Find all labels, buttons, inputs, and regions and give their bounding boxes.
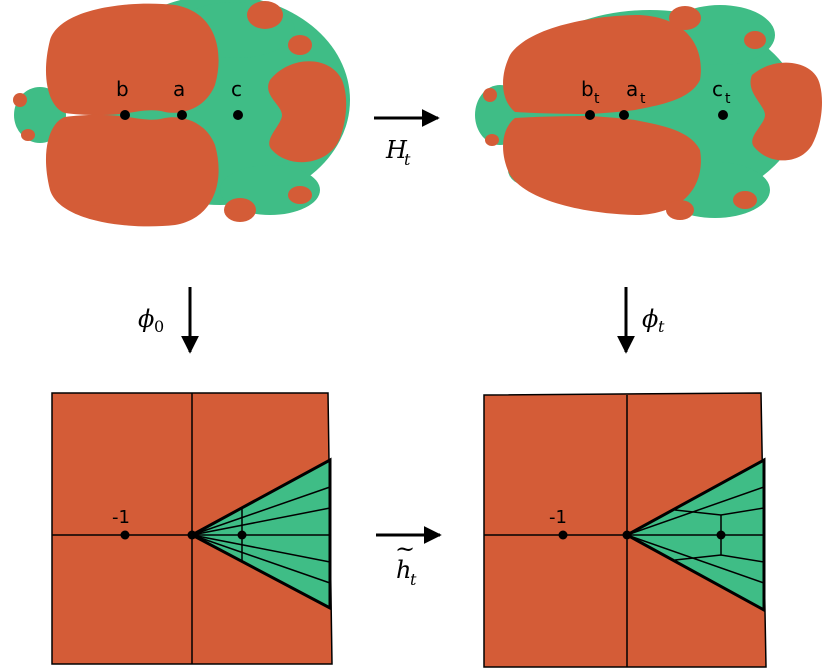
plane-right: -1 bbox=[483, 392, 767, 668]
label-h-sub: t bbox=[410, 570, 417, 589]
julia-right-orange-basin bbox=[483, 6, 823, 220]
julia-set-right: b t a t c t bbox=[475, 5, 823, 220]
label-phit-sub: t bbox=[658, 317, 665, 336]
label-h: h bbox=[396, 556, 411, 584]
label-c: c bbox=[231, 77, 242, 101]
label-a: a bbox=[173, 77, 185, 101]
label-at: a bbox=[626, 77, 638, 101]
label-minus1-left: -1 bbox=[112, 507, 130, 528]
arrow-H-t: H t bbox=[374, 109, 440, 169]
label-h-tilde: ~ bbox=[395, 535, 415, 563]
label-H: H bbox=[385, 136, 408, 164]
plane-left: -1 bbox=[51, 392, 333, 665]
point-b bbox=[120, 110, 130, 120]
point-ct bbox=[718, 110, 728, 120]
julia-set-left: b a c bbox=[13, 0, 350, 227]
point-minus1-right bbox=[558, 530, 568, 540]
label-b: b bbox=[116, 77, 129, 101]
label-phi0: ϕ bbox=[138, 305, 154, 333]
arrow-phi-0: ϕ 0 bbox=[138, 287, 199, 354]
plane-right-orange bbox=[483, 392, 767, 668]
point-c-image-left bbox=[237, 530, 247, 540]
point-c bbox=[233, 110, 243, 120]
point-origin-left bbox=[187, 530, 197, 540]
point-at bbox=[619, 110, 629, 120]
point-origin-right bbox=[622, 530, 632, 540]
label-H-sub: t bbox=[404, 150, 411, 169]
point-bt bbox=[585, 110, 595, 120]
label-phi0-sub: 0 bbox=[154, 317, 164, 336]
point-c-image-right bbox=[716, 530, 726, 540]
label-minus1-right: -1 bbox=[549, 507, 567, 528]
label-at-sub: t bbox=[640, 91, 646, 107]
label-bt: b bbox=[581, 77, 594, 101]
point-minus1-left bbox=[120, 530, 130, 540]
label-ct-sub: t bbox=[725, 91, 731, 107]
label-bt-sub: t bbox=[594, 91, 600, 107]
arrow-h-t: ~ h t bbox=[376, 526, 442, 589]
arrow-phi-t: ϕ t bbox=[617, 287, 665, 354]
label-ct: c bbox=[712, 77, 723, 101]
point-a bbox=[177, 110, 187, 120]
label-phit: ϕ bbox=[642, 305, 658, 333]
julia-left-orange-basin bbox=[13, 1, 347, 227]
